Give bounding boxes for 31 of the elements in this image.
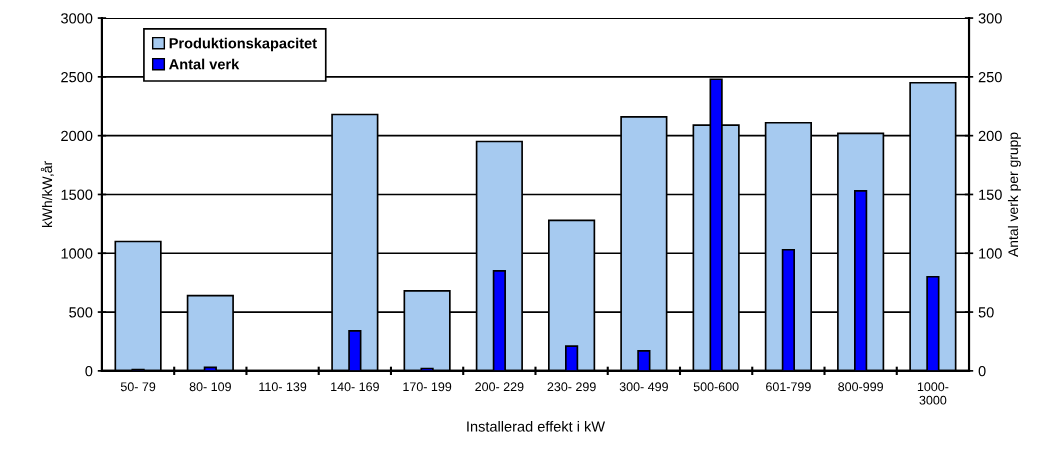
legend-label: Antal verk (169, 58, 240, 70)
x-tick-label: 300- 499 (619, 382, 668, 392)
y-axis-title: kWh/kW,år (40, 161, 54, 228)
x-tick-label: 230- 299 (547, 382, 596, 392)
legend-label: Produktionskapacitet (169, 37, 317, 52)
y-tick-label: 1000 (61, 248, 93, 259)
x-tick-label: 170- 199 (403, 382, 452, 392)
y-tick-label: 0 (85, 365, 93, 377)
x-tick-label: 1000- 3000 (917, 382, 949, 405)
x-tick-label: 800-999 (838, 382, 883, 392)
x-tick-label: 200- 229 (475, 382, 524, 392)
y2-tick-label: 100 (979, 248, 1002, 259)
x-tick-label: 140- 169 (331, 382, 379, 392)
x-tick-label: 500-600 (693, 382, 739, 392)
y2-tick-label: 150 (979, 189, 1002, 200)
x-tick-label: 50- 79 (120, 382, 156, 392)
x-tick-label: 80- 109 (189, 382, 231, 392)
y-tick-label: 2500 (61, 71, 93, 83)
y-tick-label: 500 (69, 307, 93, 318)
y2-axis-title: Antal verk per grupp (1007, 132, 1021, 257)
y2-tick-label: 0 (978, 365, 986, 377)
y-tick-label: 3000 (61, 13, 93, 24)
x-tick-label: 110- 139 (259, 382, 307, 392)
x-tick-label: 601-799 (766, 382, 811, 392)
y2-tick-label: 300 (978, 13, 1002, 24)
y2-tick-label: 200 (978, 130, 1002, 142)
y2-tick-label: 250 (978, 71, 1002, 83)
y-tick-label: 2000 (61, 130, 93, 142)
y-tick-label: 1500 (61, 189, 93, 200)
y2-tick-label: 50 (978, 307, 994, 318)
x-axis-title: Installerad effekt i kW (467, 420, 606, 432)
